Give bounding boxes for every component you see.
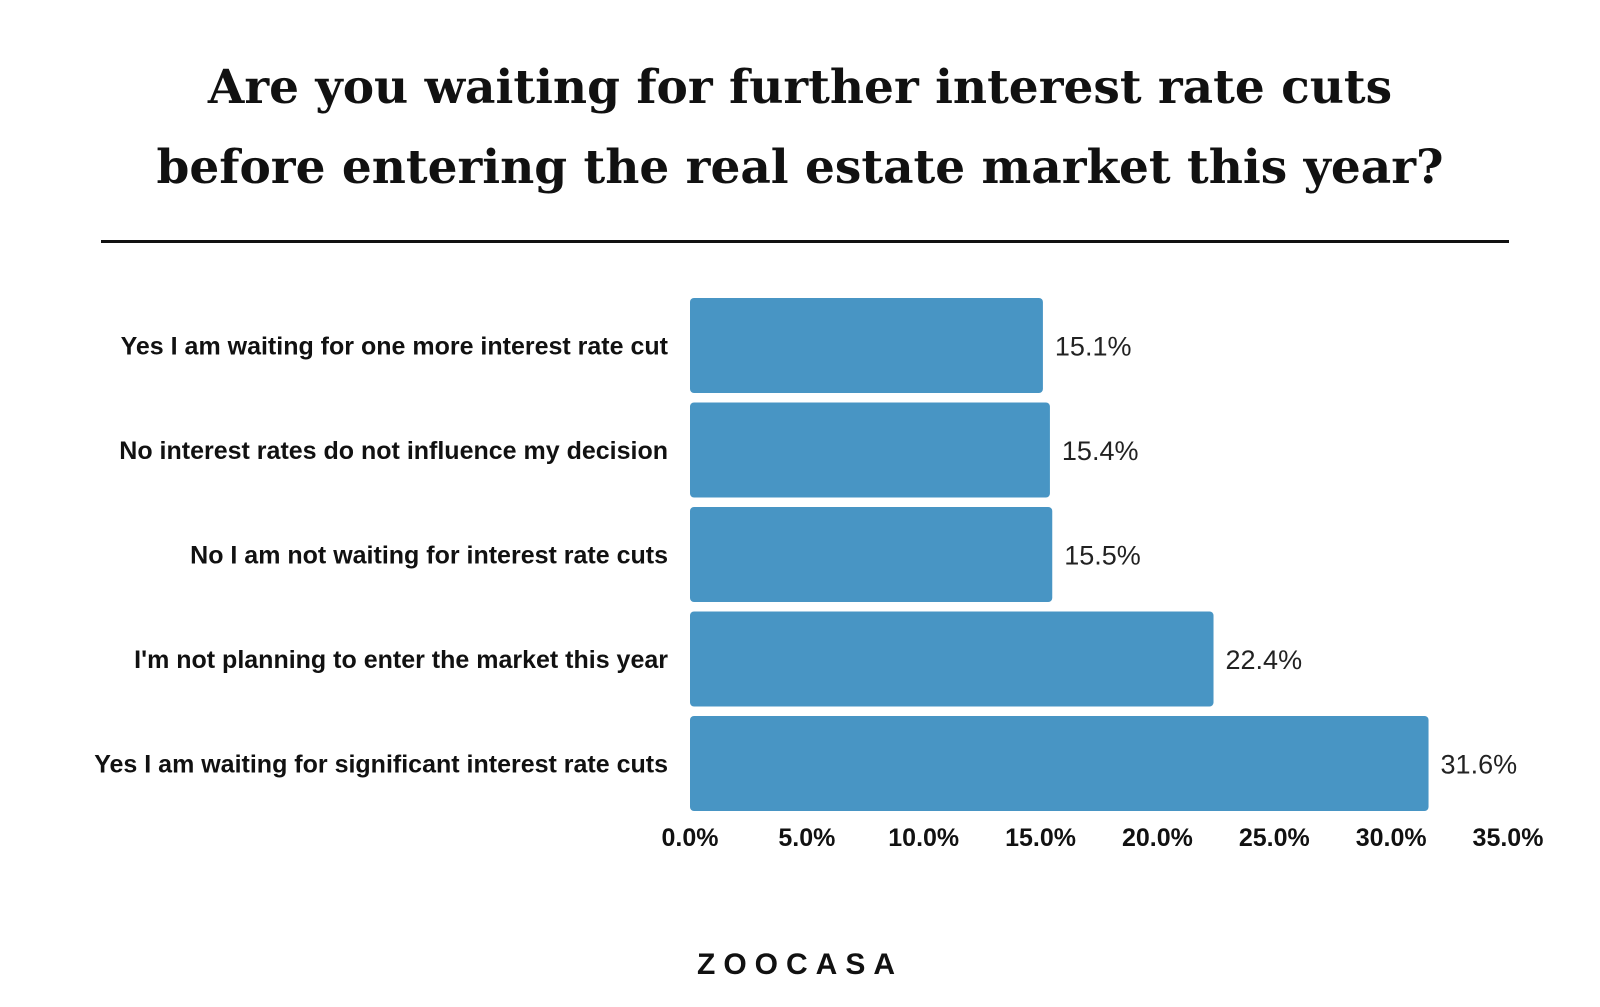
category-label-4: Yes I am waiting for significant interes… (94, 751, 668, 779)
chart-title-line-2: before entering the real estate market t… (156, 140, 1444, 195)
category-label-0: Yes I am waiting for one more interest r… (121, 333, 669, 361)
bar-2 (690, 507, 1053, 602)
x-tick-label-5: 25.0% (1239, 824, 1310, 852)
x-tick-label-7: 35.0% (1473, 824, 1544, 852)
category-label-2: No I am not waiting for interest rate cu… (190, 542, 668, 570)
chart-title: Are you waiting for further interest rat… (0, 48, 1600, 208)
value-label-4: 31.6% (1441, 750, 1518, 780)
bar-3 (690, 611, 1214, 707)
bar-0 (690, 298, 1043, 393)
x-tick-label-2: 10.0% (888, 824, 959, 852)
bar-chart: Yes I am waiting for one more interest r… (94, 298, 1544, 852)
title-divider (101, 240, 1509, 243)
zoocasa-logo: ZOOCASA (697, 948, 903, 981)
x-tick-label-6: 30.0% (1356, 824, 1427, 852)
value-label-0: 15.1% (1055, 332, 1132, 362)
bar-4 (690, 716, 1429, 811)
chart-title-line-1: Are you waiting for further interest rat… (207, 60, 1393, 115)
bar-1 (690, 402, 1050, 498)
value-label-1: 15.4% (1062, 436, 1139, 466)
value-label-2: 15.5% (1064, 541, 1141, 571)
x-tick-label-3: 15.0% (1005, 824, 1076, 852)
x-tick-label-4: 20.0% (1122, 824, 1193, 852)
category-label-1: No interest rates do not influence my de… (119, 437, 668, 465)
value-label-3: 22.4% (1226, 645, 1303, 675)
category-label-3: I'm not planning to enter the market thi… (134, 646, 668, 674)
x-tick-label-1: 5.0% (778, 824, 835, 852)
x-tick-label-0: 0.0% (662, 824, 719, 852)
